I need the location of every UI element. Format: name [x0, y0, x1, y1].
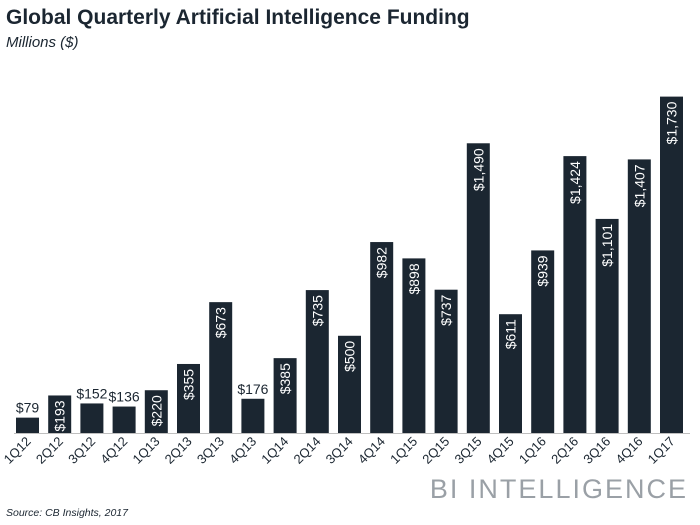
bar-3Q15 [466, 143, 490, 433]
bar-2Q16 [563, 156, 587, 433]
x-tick-label-4Q15: 4Q15 [484, 434, 517, 467]
x-tick-label-3Q15: 3Q15 [452, 434, 485, 467]
bar-4Q12 [112, 406, 136, 433]
bar-1Q13 [144, 390, 168, 433]
x-tick-label-3Q13: 3Q13 [194, 434, 227, 467]
data-label-1Q16: $939 [535, 255, 551, 286]
bar-1Q17 [660, 96, 683, 433]
bar-1Q15 [402, 258, 426, 433]
chart-subtitle: Millions ($) [6, 34, 79, 51]
data-label-4Q16: $1,407 [631, 164, 647, 207]
x-tick-label-4Q12: 4Q12 [97, 434, 130, 467]
bar-2Q14 [305, 290, 329, 433]
data-label-2Q15: $737 [438, 294, 454, 325]
x-tick-label-4Q16: 4Q16 [613, 434, 646, 467]
data-label-1Q15: $898 [406, 263, 422, 294]
x-tick-label-2Q15: 2Q15 [419, 434, 452, 467]
x-tick-label-1Q12: 1Q12 [1, 434, 34, 467]
x-tick-label-4Q13: 4Q13 [226, 434, 259, 467]
bar-3Q13 [209, 302, 233, 433]
x-tick-label-1Q15: 1Q15 [387, 434, 420, 467]
data-label-3Q16: $1,101 [599, 224, 615, 267]
x-tick-label-3Q14: 3Q14 [323, 434, 356, 467]
bar-4Q16 [627, 159, 651, 433]
data-label-4Q15: $611 [503, 319, 519, 349]
data-label-4Q13: $176 [237, 381, 268, 397]
bar-3Q12 [80, 403, 104, 433]
x-tick-label-2Q13: 2Q13 [162, 434, 195, 467]
x-tick-label-3Q16: 3Q16 [580, 434, 613, 467]
bar-1Q12 [16, 417, 39, 433]
x-tick-label-3Q12: 3Q12 [65, 434, 98, 467]
chart-title: Global Quarterly Artificial Intelligence… [6, 6, 470, 29]
data-label-3Q12: $152 [76, 385, 107, 401]
brand-logo: BI INTELLIGENCE [429, 474, 688, 504]
x-tick-label-2Q16: 2Q16 [548, 434, 581, 467]
bar-2Q12 [48, 395, 72, 433]
x-tick-label-1Q16: 1Q16 [516, 434, 549, 467]
data-label-2Q14: $735 [309, 295, 325, 326]
data-label-1Q14: $385 [277, 363, 293, 394]
data-label-2Q16: $1,424 [567, 161, 583, 204]
data-label-2Q13: $355 [181, 369, 197, 400]
source-note: Source: CB Insights, 2017 [6, 507, 128, 519]
bar-4Q14 [370, 242, 394, 433]
x-tick-label-1Q14: 1Q14 [258, 434, 291, 467]
data-label-1Q13: $220 [148, 395, 164, 426]
data-label-3Q13: $673 [213, 307, 229, 338]
bar-1Q16 [531, 250, 555, 433]
bar-2Q15 [434, 289, 458, 433]
x-tick-label-1Q13: 1Q13 [130, 434, 163, 467]
bar-1Q14 [273, 358, 297, 433]
data-label-2Q12: $193 [52, 400, 68, 431]
bar-3Q14 [338, 335, 361, 433]
x-tick-label-4Q14: 4Q14 [355, 434, 388, 467]
data-label-4Q14: $982 [374, 247, 390, 278]
bar-3Q16 [595, 218, 619, 433]
x-tick-label-2Q14: 2Q14 [291, 434, 324, 467]
x-tick-label-1Q17: 1Q17 [645, 434, 678, 467]
data-label-1Q12: $79 [16, 400, 40, 416]
data-label-1Q17: $1,730 [664, 101, 680, 144]
data-label-3Q14: $500 [342, 341, 358, 372]
data-label-4Q12: $136 [109, 389, 140, 405]
x-tick-label-2Q12: 2Q12 [33, 434, 66, 467]
bar-4Q13 [241, 398, 265, 433]
data-label-3Q15: $1,490 [470, 148, 486, 191]
bar-4Q15 [499, 314, 522, 433]
bar-2Q13 [177, 363, 200, 433]
